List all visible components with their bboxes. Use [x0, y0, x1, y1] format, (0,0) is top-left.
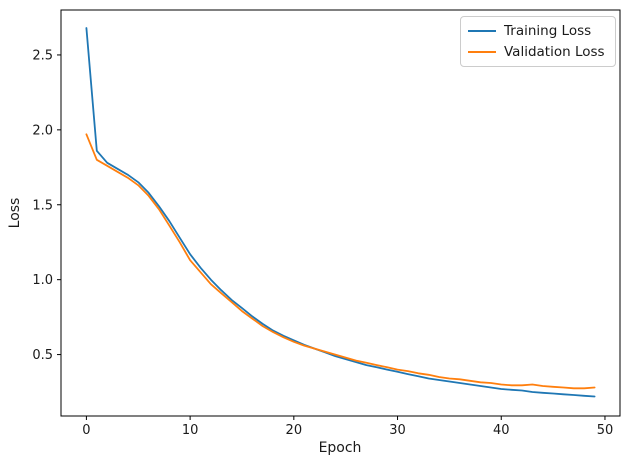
y-tick-label: 1.5: [32, 198, 53, 213]
legend-label-training-loss: Training Loss: [504, 23, 592, 39]
legend-item-validation-loss: Validation Loss: [468, 43, 607, 61]
plot-border: [60, 9, 621, 417]
validation-loss-line: [85, 133, 596, 390]
x-tick-label: 20: [286, 423, 303, 438]
legend-label-validation-loss: Validation Loss: [504, 44, 605, 60]
x-tick-label: 30: [389, 423, 406, 438]
y-tick-label: 2.0: [32, 123, 53, 138]
legend-item-training-loss: Training Loss: [468, 22, 607, 40]
x-tick-label: 50: [597, 423, 614, 438]
x-tick-label: 40: [493, 423, 510, 438]
y-axis-label: Loss: [7, 197, 23, 229]
y-tick-label: 0.5: [32, 348, 53, 363]
x-tick-label: 0: [82, 423, 90, 438]
x-tick-label: 10: [182, 423, 199, 438]
training-loss-line-swatch: [468, 30, 496, 32]
legend: Training Loss Validation Loss: [460, 16, 616, 67]
y-tick-label: 1.0: [32, 273, 53, 288]
y-tick-label: 2.5: [32, 48, 53, 63]
validation-loss-line-swatch: [468, 51, 496, 53]
x-axis-label: Epoch: [318, 440, 362, 456]
training-loss-line: [85, 27, 596, 398]
